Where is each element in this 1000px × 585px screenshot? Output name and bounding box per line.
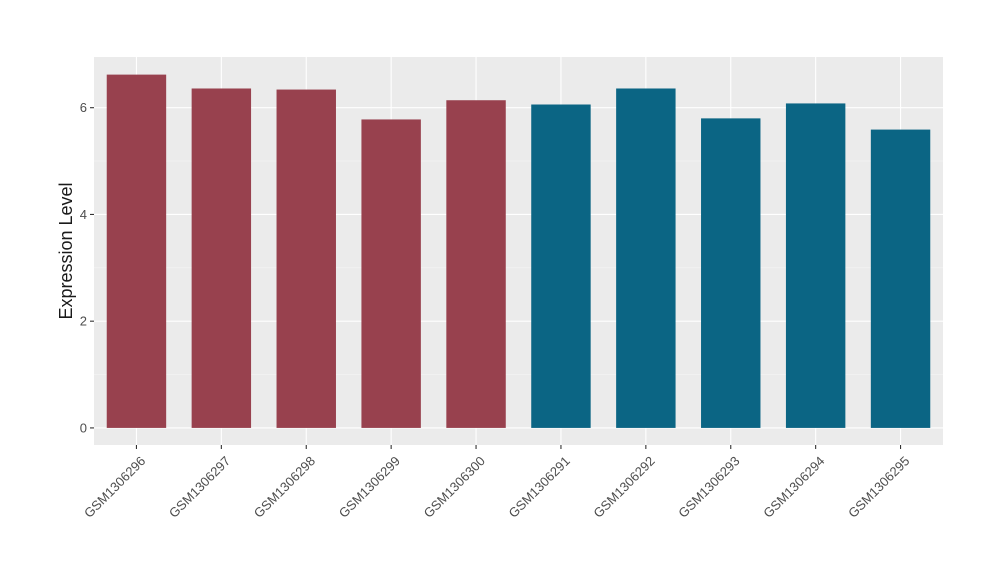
bar-GSM1306292 xyxy=(616,88,676,428)
y-axis-label: Expression Level xyxy=(56,182,76,319)
x-tick-label: GSM1306294 xyxy=(760,453,827,520)
bar-GSM1306298 xyxy=(276,89,336,428)
bar-GSM1306291 xyxy=(531,104,591,428)
x-tick-label: GSM1306297 xyxy=(166,453,233,520)
y-axis: 0 2 4 6 xyxy=(80,100,94,435)
bar-GSM1306295 xyxy=(870,129,931,428)
bar-GSM1306300 xyxy=(446,100,506,428)
bar-GSM1306293 xyxy=(701,118,761,428)
x-tick-label: GSM1306296 xyxy=(81,453,148,520)
x-tick-label: GSM1306299 xyxy=(336,453,403,520)
bars xyxy=(106,74,931,428)
bar-GSM1306294 xyxy=(785,103,846,428)
x-tick-label: GSM1306293 xyxy=(675,453,742,520)
x-tick-label: GSM1306292 xyxy=(590,453,657,520)
bar-GSM1306297 xyxy=(191,88,252,428)
bar-GSM1306296 xyxy=(106,74,167,428)
y-tick-label: 4 xyxy=(80,207,87,222)
y-tick-label: 2 xyxy=(80,314,87,329)
x-tick-label: GSM1306295 xyxy=(845,453,912,520)
y-tick-label: 6 xyxy=(80,100,87,115)
x-tick-label: GSM1306300 xyxy=(421,453,488,520)
x-tick-label: GSM1306298 xyxy=(251,453,318,520)
bar-GSM1306299 xyxy=(361,119,421,428)
x-axis: GSM1306296 GSM1306297 GSM1306298 GSM1306299… xyxy=(81,445,912,521)
x-tick-label: GSM1306291 xyxy=(506,453,573,520)
y-tick-label: 0 xyxy=(80,420,87,435)
